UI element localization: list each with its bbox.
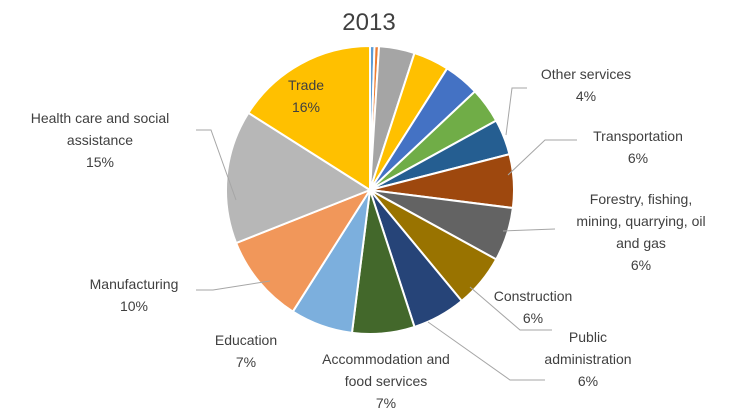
slice-label: Trade 16% — [288, 77, 324, 115]
slice-label: Other services 4% — [541, 66, 631, 104]
slice-label-line: Health care and social — [31, 110, 170, 126]
slice-label-line: Transportation — [593, 128, 683, 144]
slice-label: Accommodation and food services 7% — [322, 351, 450, 411]
slice-label: Health care and social assistance 15% — [31, 110, 170, 170]
slice-label-line: Accommodation and — [322, 351, 450, 367]
slice-label-line: 7% — [236, 354, 256, 370]
slice-label-line: 16% — [292, 99, 320, 115]
slice-label-line: administration — [544, 351, 631, 367]
leader-line — [427, 321, 545, 381]
slice-label: Public administration 6% — [544, 329, 631, 389]
pie-slice — [247, 44, 371, 192]
slice-label-line: mining, quarrying, oil — [576, 213, 705, 229]
slice-label-line: 7% — [376, 395, 396, 411]
leader-line — [505, 87, 527, 136]
pie-slice — [225, 111, 373, 245]
slice-label: Manufacturing 10% — [90, 276, 179, 314]
slice-label-line: 6% — [523, 310, 543, 326]
slice-label: Construction 6% — [494, 288, 573, 326]
slice-label-line: assistance — [67, 132, 133, 148]
slice-label-line: Forestry, fishing, — [590, 191, 692, 207]
slice-label-line: 6% — [631, 257, 651, 273]
slice-label-line: 6% — [628, 150, 648, 166]
slice-label-line: food services — [345, 373, 427, 389]
slice-label-line: and gas — [616, 235, 666, 251]
slice-label-line: 15% — [86, 154, 114, 170]
leader-line — [196, 129, 237, 201]
slice-label-line: 10% — [120, 298, 148, 314]
slice-label: Transportation 6% — [593, 128, 683, 166]
leader-line — [196, 280, 271, 291]
slice-label: Forestry, fishing, mining, quarrying, oil… — [576, 191, 705, 273]
chart-title: 2013 — [342, 9, 395, 36]
slice-label-line: Trade — [288, 77, 324, 93]
slice-label-line: Other services — [541, 66, 631, 82]
leader-line — [507, 139, 577, 176]
leader-line — [469, 286, 552, 331]
slice-label-line: Construction — [494, 288, 573, 304]
slice-label-line: 6% — [578, 373, 598, 389]
leader-line — [502, 228, 556, 232]
slice-label-line: Public — [569, 329, 607, 345]
slice-label-line: Manufacturing — [90, 276, 179, 292]
slice-label-line: 4% — [576, 88, 596, 104]
slice-label: Education 7% — [215, 332, 277, 370]
slice-label-line: Education — [215, 332, 277, 348]
